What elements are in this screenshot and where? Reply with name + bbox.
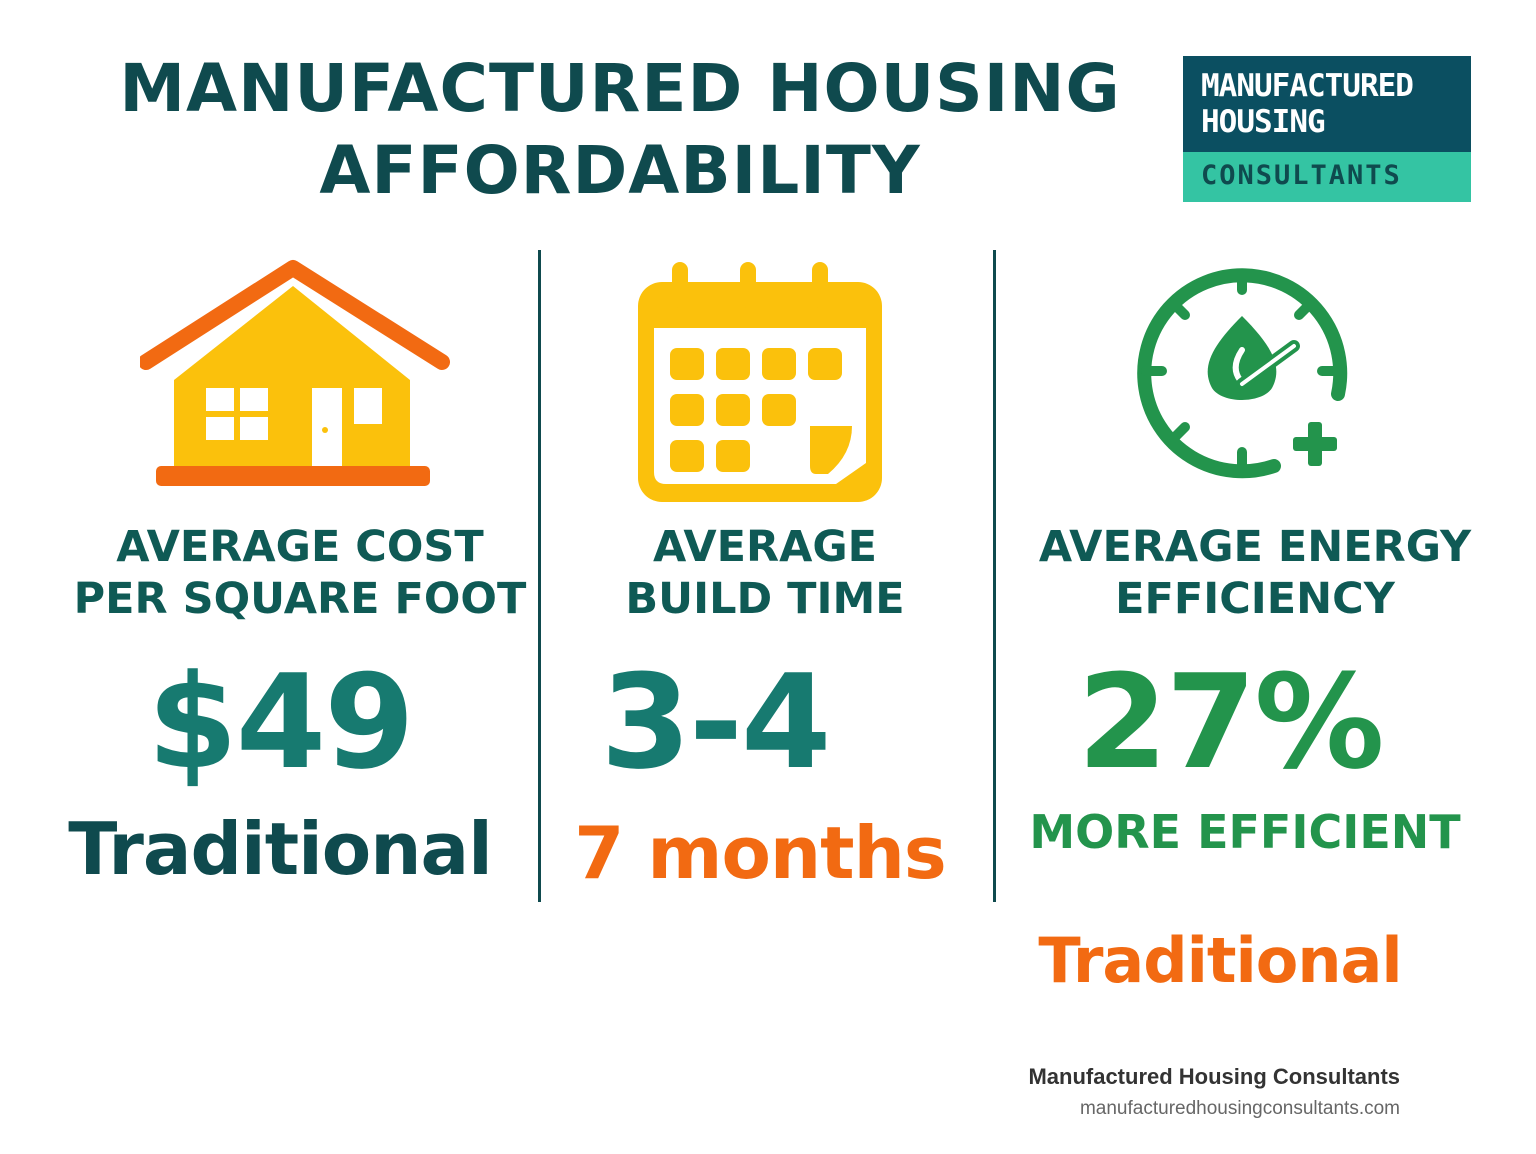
column-divider-2: [993, 250, 996, 902]
energy-label: AVERAGE ENERGY EFFICIENCY: [1000, 521, 1510, 625]
house-icon: [138, 258, 450, 490]
logo-top-band: MANUFACTURED HOUSING: [1183, 56, 1471, 152]
footer-company-name: Manufactured Housing Consultants: [1028, 1064, 1400, 1089]
page-title: MANUFACTURED HOUSING AFFORDABILITY: [40, 48, 1200, 212]
logo-line-1: MANUFACTURED: [1201, 68, 1414, 104]
build-time-sub: 7 months: [574, 811, 946, 895]
energy-sub: MORE EFFICIENT: [1029, 805, 1461, 859]
cost-label-line-1: AVERAGE COST: [116, 522, 484, 572]
brand-logo: MANUFACTURED HOUSING CONSULTANTS: [1183, 56, 1471, 202]
energy-value: 27%: [1077, 646, 1384, 798]
cost-sub: Traditional: [68, 807, 493, 891]
energy-gauge-icon: [1124, 254, 1364, 484]
logo-line-3: CONSULTANTS: [1201, 160, 1402, 191]
energy-label-line-2: EFFICIENCY: [1115, 574, 1395, 624]
build-time-label-line-2: BUILD TIME: [625, 574, 905, 624]
title-line-1: MANUFACTURED HOUSING: [119, 50, 1121, 127]
footer-url[interactable]: manufacturedhousingconsultants.com: [1079, 1098, 1400, 1119]
cost-label-line-2: PER SQUARE FOOT: [73, 574, 527, 624]
title-line-2: AFFORDABILITY: [319, 132, 921, 209]
calendar-icon: [630, 258, 890, 508]
build-time-label: AVERAGE BUILD TIME: [540, 521, 990, 625]
logo-bottom-band: CONSULTANTS: [1183, 152, 1471, 202]
column-divider-1: [538, 250, 541, 902]
energy-label-line-1: AVERAGE ENERGY: [1038, 522, 1472, 572]
logo-line-2: HOUSING: [1201, 104, 1326, 140]
build-time-value: 3-4: [600, 646, 832, 798]
cost-label: AVERAGE COST PER SQUARE FOOT: [60, 521, 540, 625]
cost-value: $49: [147, 646, 414, 798]
build-time-label-line-1: AVERAGE: [652, 522, 878, 572]
energy-sub-2: Traditional: [1038, 924, 1402, 997]
